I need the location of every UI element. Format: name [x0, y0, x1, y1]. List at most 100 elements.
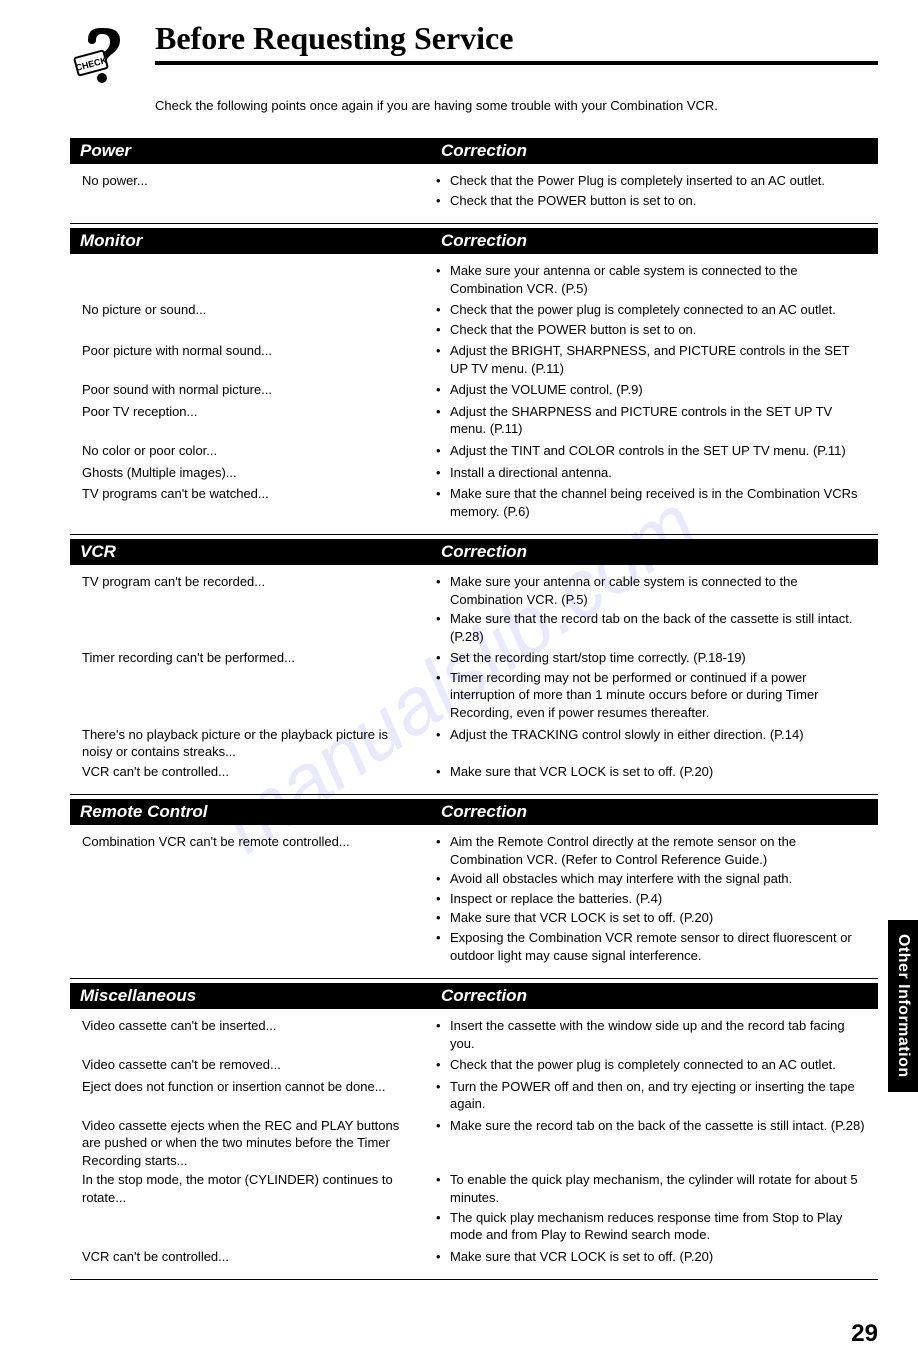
bullet-icon: •: [436, 726, 450, 744]
correction-list: •Aim the Remote Control directly at the …: [430, 833, 878, 966]
correction-list: •Make sure your antenna or cable system …: [430, 262, 878, 299]
correction-list: •Make sure the record tab on the back of…: [430, 1117, 878, 1137]
troubleshoot-section: MiscellaneousCorrectionVideo cassette ca…: [70, 983, 878, 1280]
table-row: Eject does not function or insertion can…: [70, 1078, 878, 1115]
table-row: Video cassette can't be removed...•Check…: [70, 1056, 878, 1076]
list-item: •Make sure your antenna or cable system …: [436, 262, 868, 297]
correction-text: Insert the cassette with the window side…: [450, 1017, 868, 1052]
correction-text: To enable the quick play mechanism, the …: [450, 1171, 868, 1206]
table-row: No color or poor color...•Adjust the TIN…: [70, 442, 878, 462]
correction-heading: Correction: [430, 138, 878, 164]
table-row: Poor TV reception... •Adjust the SHARPNES…: [70, 403, 878, 440]
title-block: Before Requesting Service: [155, 20, 878, 79]
correction-list: •Turn the POWER off and then on, and try…: [430, 1078, 878, 1115]
troubleshoot-section: Remote ControlCorrection Combination VCR …: [70, 799, 878, 979]
list-item: •Exposing the Combination VCR remote sen…: [436, 929, 868, 964]
bullet-icon: •: [436, 403, 450, 421]
page-header: CHECK Before Requesting Service: [70, 20, 878, 90]
list-item: •Check that the power plug is completely…: [436, 301, 868, 319]
table-row: Combination VCR can't be remote controll…: [70, 833, 878, 966]
correction-list: •Make sure that VCR LOCK is set to off. …: [430, 763, 878, 783]
bullet-icon: •: [436, 192, 450, 210]
correction-text: Check that the power plug is completely …: [450, 301, 868, 319]
list-item: •Make sure that the record tab on the ba…: [436, 610, 868, 645]
correction-heading: Correction: [430, 228, 878, 254]
section-body: •Make sure your antenna or cable system …: [70, 254, 878, 535]
correction-text: Make sure your antenna or cable system i…: [450, 573, 868, 608]
problem-text: Eject does not function or insertion can…: [70, 1078, 430, 1096]
list-item: •Make sure the record tab on the back of…: [436, 1117, 868, 1135]
section-heading: VCR: [70, 539, 430, 565]
list-item: •Check that the power plug is completely…: [436, 1056, 868, 1074]
bullet-icon: •: [436, 649, 450, 667]
table-row: Ghosts (Multiple images)...•Install a di…: [70, 464, 878, 484]
list-item: •Timer recording may not be performed or…: [436, 669, 868, 722]
table-row: Timer recording can't be performed...•Se…: [70, 649, 878, 723]
correction-list: •Adjust the TRACKING control slowly in e…: [430, 726, 878, 746]
section-heading: Monitor: [70, 228, 430, 254]
list-item: •Turn the POWER off and then on, and try…: [436, 1078, 868, 1113]
problem-text: Poor TV reception...: [70, 403, 430, 421]
correction-text: Avoid all obstacles which may interfere …: [450, 870, 868, 888]
list-item: •Adjust the SHARPNESS and PICTURE contro…: [436, 403, 868, 438]
correction-text: Make sure that VCR LOCK is set to off. (…: [450, 1248, 868, 1266]
table-row: TV programs can't be watched... •Make sur…: [70, 485, 878, 522]
bullet-icon: •: [436, 870, 450, 888]
bullet-icon: •: [436, 301, 450, 319]
section-header: PowerCorrection: [70, 138, 878, 164]
table-row: Poor picture with normal sound...•Adjust…: [70, 342, 878, 379]
bullet-icon: •: [436, 381, 450, 399]
section-body: Combination VCR can't be remote controll…: [70, 825, 878, 979]
problem-text: Poor sound with normal picture...: [70, 381, 430, 399]
correction-text: Make sure that VCR LOCK is set to off. (…: [450, 909, 868, 927]
correction-text: Inspect or replace the batteries. (P.4): [450, 890, 868, 908]
list-item: •Insert the cassette with the window sid…: [436, 1017, 868, 1052]
section-body: Video cassette can't be inserted...•Inse…: [70, 1009, 878, 1280]
correction-text: Make sure that VCR LOCK is set to off. (…: [450, 763, 868, 781]
problem-text: In the stop mode, the motor (CYLINDER) c…: [70, 1171, 430, 1206]
bullet-icon: •: [436, 610, 450, 628]
list-item: •Make sure that VCR LOCK is set to off. …: [436, 1248, 868, 1266]
list-item: •Avoid all obstacles which may interfere…: [436, 870, 868, 888]
correction-text: Aim the Remote Control directly at the r…: [450, 833, 868, 868]
list-item: •Make sure your antenna or cable system …: [436, 573, 868, 608]
problem-text: TV program can't be recorded...: [70, 573, 430, 591]
correction-text: Timer recording may not be performed or …: [450, 669, 868, 722]
bullet-icon: •: [436, 763, 450, 781]
correction-list: •Adjust the TINT and COLOR controls in t…: [430, 442, 878, 462]
correction-heading: Correction: [430, 539, 878, 565]
list-item: •Make sure that the channel being receiv…: [436, 485, 868, 520]
correction-text: Check that the POWER button is set to on…: [450, 192, 868, 210]
correction-list: •Install a directional antenna.: [430, 464, 878, 484]
correction-list: •Adjust the SHARPNESS and PICTURE contro…: [430, 403, 878, 440]
page-container: CHECK Before Requesting Service Check th…: [0, 0, 918, 1314]
bullet-icon: •: [436, 573, 450, 591]
correction-text: Check that the POWER button is set to on…: [450, 321, 868, 339]
troubleshoot-section: VCRCorrectionTV program can't be recorde…: [70, 539, 878, 795]
table-row: VCR can't be controlled...•Make sure tha…: [70, 763, 878, 783]
list-item: •Make sure that VCR LOCK is set to off. …: [436, 909, 868, 927]
section-header: MonitorCorrection: [70, 228, 878, 254]
table-row: In the stop mode, the motor (CYLINDER) c…: [70, 1171, 878, 1245]
correction-text: Make sure that the channel being receive…: [450, 485, 868, 520]
problem-text: VCR can't be controlled...: [70, 763, 430, 781]
correction-list: •Check that the Power Plug is completely…: [430, 172, 878, 211]
table-row: No power...•Check that the Power Plug is…: [70, 172, 878, 211]
list-item: •Aim the Remote Control directly at the …: [436, 833, 868, 868]
correction-list: •Check that the power plug is completely…: [430, 301, 878, 340]
table-row: There's no playback picture or the playb…: [70, 726, 878, 761]
title-rule: [155, 61, 878, 65]
bullet-icon: •: [436, 342, 450, 360]
correction-list: •Insert the cassette with the window sid…: [430, 1017, 878, 1054]
problem-text: No color or poor color...: [70, 442, 430, 460]
bullet-icon: •: [436, 1117, 450, 1135]
section-heading: Power: [70, 138, 430, 164]
correction-list: •Set the recording start/stop time corre…: [430, 649, 878, 723]
section-header: Remote ControlCorrection: [70, 799, 878, 825]
correction-text: Install a directional antenna.: [450, 464, 868, 482]
bullet-icon: •: [436, 1209, 450, 1227]
correction-text: Adjust the TINT and COLOR controls in th…: [450, 442, 868, 460]
problem-text: TV programs can't be watched...: [70, 485, 430, 503]
list-item: •Set the recording start/stop time corre…: [436, 649, 868, 667]
bullet-icon: •: [436, 262, 450, 280]
